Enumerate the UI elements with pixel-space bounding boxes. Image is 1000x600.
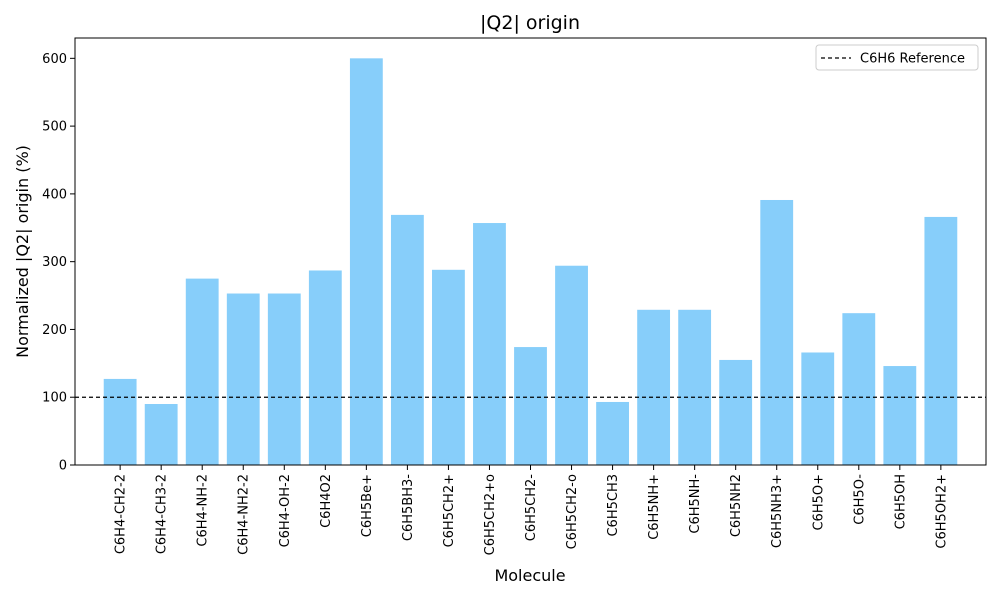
bar-C6H5NH3+ [760, 199, 794, 465]
y-tick-label: 300 [42, 255, 67, 270]
y-tick-label: 0 [59, 459, 67, 474]
x-tick-label: C6H5CH2+o [483, 474, 498, 555]
bar-C6H5CH2-o [555, 265, 588, 465]
y-tick-label: 600 [42, 52, 67, 67]
bar-C6H5NH+ [637, 309, 671, 465]
x-tick-label: C6H4-OH-2 [278, 474, 293, 547]
bar-C6H4O2 [308, 270, 342, 465]
x-tick-label: C6H5CH2+ [442, 474, 457, 547]
bar-C6H5CH2+ [432, 269, 465, 465]
x-tick-label: C6H5NH+ [647, 474, 662, 540]
x-tick-label: C6H5NH2 [729, 474, 744, 537]
bars-group [103, 58, 958, 465]
legend: C6H6 Reference [815, 44, 979, 71]
y-tick-label: 200 [42, 323, 67, 338]
bar-C6H5CH2- [514, 347, 547, 465]
x-tick-label: C6H5BH3- [401, 474, 416, 541]
bar-C6H5NH2 [719, 359, 753, 465]
bar-C6H5CH2+o [473, 223, 506, 465]
x-tick-label: C6H5O- [852, 474, 867, 525]
x-tick-label: C6H4O2 [319, 474, 334, 528]
x-axis: C6H4-CH2-2 C6H4-CH3-2 C6H4-NH-2 C6H4-NH2-2 C… [114, 465, 949, 555]
bar-C6H5BH3- [390, 214, 424, 465]
x-tick-label: C6H4-NH-2 [196, 474, 211, 547]
bar-C6H5CH3 [596, 401, 629, 465]
bar-C6H5O+ [801, 352, 835, 465]
y-axis-label: Normalized |Q2| origin (%) [13, 145, 32, 358]
x-axis-label: Molecule [494, 566, 565, 585]
bar-C6H4-NH-2 [185, 278, 219, 465]
x-tick-label: C6H5OH2+ [934, 474, 949, 549]
bar-C6H4-OH-2 [267, 293, 301, 465]
bar-C6H5O- [842, 313, 876, 465]
bar-C6H4-NH2-2 [226, 293, 260, 465]
bar-C6H5OH2+ [924, 216, 958, 465]
x-tick-label: C6H4-CH2-2 [114, 474, 129, 554]
legend-label: C6H6 Reference [860, 52, 965, 67]
chart-title: |Q2| origin [480, 12, 580, 34]
x-tick-label: C6H5CH2- [524, 474, 539, 542]
bar-C6H5NH- [678, 309, 712, 465]
x-tick-label: C6H5O+ [811, 474, 826, 531]
x-tick-label: C6H4-CH3-2 [155, 474, 170, 554]
x-tick-label: C6H4-NH2-2 [237, 474, 252, 555]
bar-C6H5Be+ [349, 58, 383, 465]
bar-C6H5OH [883, 366, 917, 465]
x-tick-label: C6H5OH [893, 474, 908, 529]
legend-box [815, 44, 979, 71]
bar-C6H4-CH3-2 [144, 404, 178, 465]
y-tick-label: 500 [42, 120, 67, 135]
bar-C6H4-CH2-2 [103, 378, 137, 465]
y-axis: 0 100 200 300 400 500 600 [42, 52, 75, 474]
x-tick-label: C6H5Be+ [360, 474, 375, 537]
y-tick-label: 100 [42, 391, 67, 406]
x-tick-label: C6H5NH3+ [770, 474, 785, 548]
x-tick-label: C6H5CH2-o [565, 474, 580, 549]
y-tick-label: 400 [42, 187, 67, 202]
x-tick-label: C6H5CH3 [606, 474, 621, 537]
x-tick-label: C6H5NH- [688, 474, 703, 534]
